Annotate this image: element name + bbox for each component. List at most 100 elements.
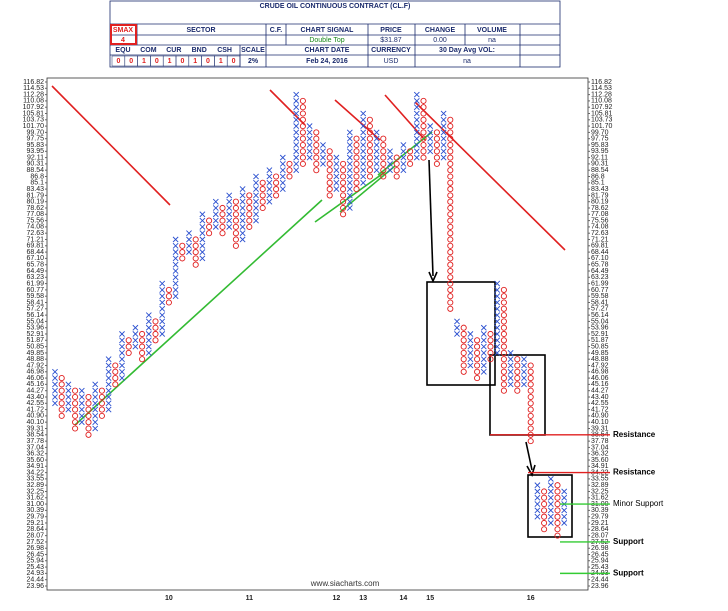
x-box	[199, 249, 206, 256]
y-tick-label-right: 77.08	[591, 211, 609, 218]
x-box	[306, 154, 313, 161]
o-box	[112, 381, 119, 388]
o-box	[326, 179, 333, 186]
x-box	[413, 135, 420, 142]
x-box	[494, 331, 501, 337]
x-box	[480, 356, 487, 363]
x-box	[413, 116, 420, 123]
y-tick-label: 43.40	[26, 394, 44, 401]
price-label: PRICE	[380, 27, 402, 34]
o-box	[420, 97, 427, 104]
o-box	[259, 192, 266, 199]
o-box	[340, 204, 347, 212]
x-box	[413, 104, 420, 111]
arrow-head	[526, 464, 536, 478]
o-box	[433, 154, 440, 161]
y-tick-label: 23.96	[26, 583, 44, 590]
x-box	[427, 135, 434, 142]
y-tick-label: 47.92	[26, 362, 44, 369]
o-box	[380, 160, 387, 167]
x-box	[561, 488, 568, 495]
x-box	[172, 268, 179, 274]
o-box	[433, 141, 440, 149]
x-box	[306, 129, 313, 136]
o-box	[299, 129, 306, 136]
o-box	[299, 104, 306, 111]
o-box	[460, 343, 467, 350]
x-box	[440, 123, 447, 130]
o-box	[474, 362, 481, 369]
o-box	[72, 412, 79, 419]
o-box	[447, 192, 454, 199]
y-tick-label: 48.88	[26, 356, 44, 363]
resistance-trend	[51, 85, 171, 206]
y-tick-label-right: 23.96	[591, 583, 609, 590]
y-tick-label: 110.08	[23, 98, 44, 105]
support-trend	[314, 171, 386, 223]
y-tick-label-right: 72.63	[591, 230, 609, 237]
y-tick-label: 101.70	[23, 123, 45, 130]
y-tick-label: 37.04	[26, 444, 44, 451]
y-tick-label: 99.70	[26, 129, 44, 136]
y-tick-label: 60.77	[26, 287, 44, 294]
y-tick-label: 112.28	[23, 91, 44, 98]
y-tick-label: 25.94	[26, 558, 44, 565]
x-box	[467, 356, 474, 363]
x-box	[387, 160, 393, 167]
o-box	[165, 293, 172, 300]
o-box	[460, 356, 467, 363]
o-box	[366, 116, 373, 123]
x-box	[440, 135, 447, 142]
x-box	[561, 494, 568, 501]
x-box	[239, 230, 246, 237]
asset-label: CSH	[217, 47, 232, 54]
o-box	[340, 192, 347, 199]
x-box	[172, 280, 179, 287]
x-box	[346, 154, 353, 161]
y-tick-label: 44.27	[26, 388, 44, 395]
x-box	[159, 331, 166, 337]
level-label: Resistance	[613, 430, 656, 439]
x-box	[159, 312, 166, 319]
o-box	[447, 179, 454, 186]
change-value: 0.00	[433, 37, 447, 44]
y-tick-label-right: 90.31	[591, 161, 609, 168]
x-box	[413, 129, 420, 136]
x-box	[52, 381, 58, 388]
x-box	[373, 167, 380, 174]
x-box	[172, 255, 179, 262]
pattern-box	[527, 474, 573, 538]
x-box	[293, 116, 300, 123]
x-box	[547, 475, 554, 482]
x-box	[92, 406, 99, 413]
o-box	[125, 337, 132, 344]
o-box	[380, 141, 387, 149]
o-box	[313, 167, 320, 174]
y-tick-label: 32.89	[26, 482, 44, 489]
y-tick-label: 55.04	[26, 318, 44, 325]
o-box	[393, 167, 400, 174]
x-box	[534, 501, 541, 507]
x-box	[159, 280, 166, 287]
x-box	[480, 331, 487, 337]
watermark: www.siacharts.com	[310, 579, 380, 588]
x-tick-label: 13	[359, 595, 367, 602]
x-box	[78, 400, 85, 407]
x-box	[239, 192, 246, 199]
o-box	[514, 356, 521, 363]
o-box	[527, 406, 534, 413]
level-label: Minor Support	[613, 499, 664, 508]
o-box	[487, 343, 494, 350]
x-box	[387, 154, 393, 161]
o-box	[487, 330, 494, 338]
y-tick-label-right: 25.43	[591, 564, 609, 571]
x-box	[52, 387, 58, 394]
o-box	[460, 362, 467, 369]
x-box	[521, 381, 527, 388]
level-label: Resistance	[613, 468, 656, 477]
o-box	[219, 223, 226, 230]
o-box	[447, 236, 454, 243]
x-box	[212, 198, 219, 205]
o-box	[447, 211, 454, 218]
x-box	[253, 198, 259, 205]
